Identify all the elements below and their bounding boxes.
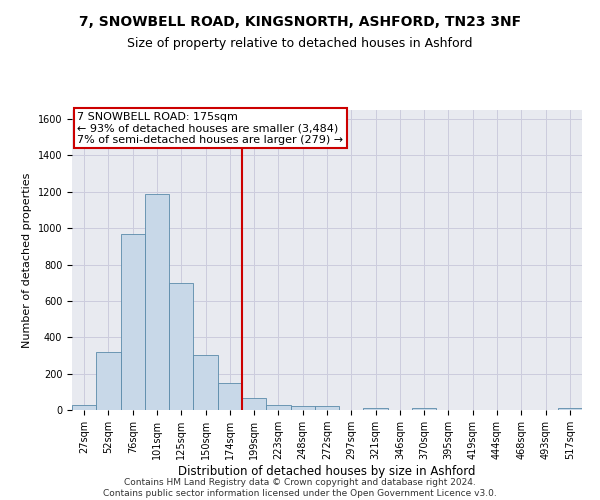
Text: 7 SNOWBELL ROAD: 175sqm
← 93% of detached houses are smaller (3,484)
7% of semi-: 7 SNOWBELL ROAD: 175sqm ← 93% of detache… [77,112,343,144]
Bar [96,352,121,410]
Bar [218,382,242,410]
Bar [290,406,315,410]
Bar [169,282,193,410]
Text: Contains HM Land Registry data © Crown copyright and database right 2024.
Contai: Contains HM Land Registry data © Crown c… [103,478,497,498]
Bar [315,406,339,410]
Bar [412,408,436,410]
Bar [121,234,145,410]
Bar [242,398,266,410]
Bar [558,408,582,410]
Bar [364,408,388,410]
Bar [145,194,169,410]
Text: Size of property relative to detached houses in Ashford: Size of property relative to detached ho… [127,38,473,51]
X-axis label: Distribution of detached houses by size in Ashford: Distribution of detached houses by size … [178,465,476,478]
Y-axis label: Number of detached properties: Number of detached properties [22,172,32,348]
Text: 7, SNOWBELL ROAD, KINGSNORTH, ASHFORD, TN23 3NF: 7, SNOWBELL ROAD, KINGSNORTH, ASHFORD, T… [79,15,521,29]
Bar [266,404,290,410]
Bar [72,404,96,410]
Bar [193,354,218,410]
